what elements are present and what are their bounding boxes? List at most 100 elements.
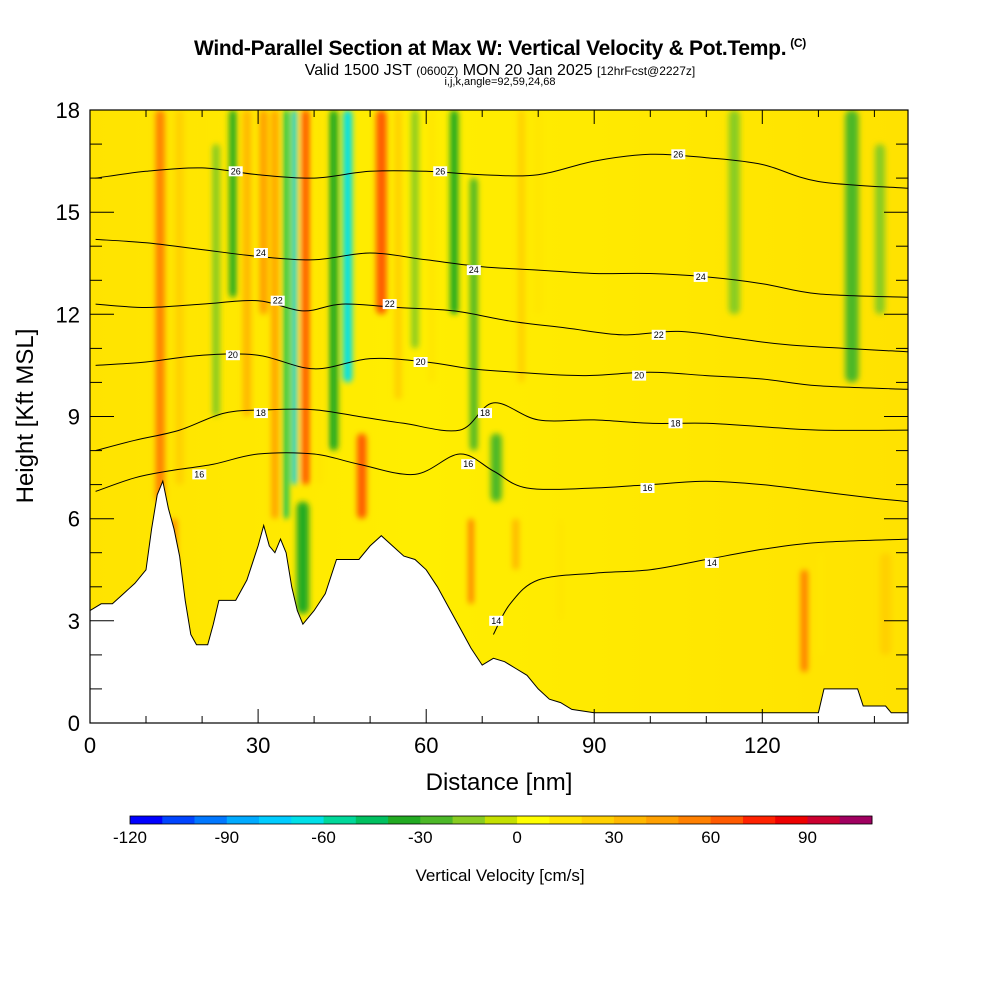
velocity-cell-24	[490, 433, 502, 502]
colorbar-swatch-15	[613, 816, 647, 824]
velocity-cell-8	[271, 110, 279, 519]
colorbar-swatch-3	[226, 816, 260, 824]
contour-label-24: 24	[469, 265, 479, 275]
colorbar-tick-label: 60	[701, 828, 720, 847]
valid-prefix: Valid 1500 JST	[304, 62, 412, 79]
chart-title: Wind-Parallel Section at Max W: Vertical…	[0, 36, 1000, 61]
contour-label-bg-2	[192, 469, 207, 480]
colorbar-swatch-17	[678, 816, 712, 824]
velocity-cell-19	[411, 110, 419, 349]
contour-label-bg-15	[466, 265, 481, 276]
contour-label-20: 20	[228, 350, 238, 360]
y-tick-label: 12	[56, 302, 80, 327]
colorbar-swatch-5	[291, 816, 325, 824]
velocity-cell-31	[817, 552, 825, 655]
colorbar-swatch-21	[807, 816, 841, 824]
colorbar-swatch-1	[162, 816, 196, 824]
x-tick-label: 90	[582, 733, 606, 758]
contour-label-bg-1	[704, 557, 719, 568]
contour-label-bg-18	[433, 166, 448, 177]
velocity-cell-14	[329, 110, 339, 451]
velocity-cell-18	[394, 110, 402, 400]
contour-label-bg-9	[413, 357, 428, 367]
theta-contour-26	[95, 153, 908, 189]
colorbar-swatch-16	[646, 816, 679, 824]
contour-label-16: 16	[194, 469, 204, 479]
velocity-cell-28	[557, 518, 564, 621]
contour-labels: 14 14 16 16 16 18 18 18 20 20 20 22 22 22 24 24 24 26 26 26	[192, 149, 719, 626]
contour-label-22: 22	[385, 299, 395, 309]
velocity-field	[155, 110, 892, 672]
contour-label-14: 14	[491, 616, 501, 626]
colorbar-swatch-14	[581, 816, 615, 824]
colorbar-swatch-10	[452, 816, 486, 824]
velocity-cell-23	[468, 518, 474, 604]
velocity-cell-10	[292, 110, 297, 485]
contour-label-14: 14	[707, 558, 717, 568]
y-tick-label: 0	[68, 711, 80, 736]
velocity-cell-0	[155, 110, 165, 502]
theta-contour-22	[95, 299, 908, 353]
colorbar: -120 -90 -60 -30 0 30 60 90	[113, 815, 873, 847]
contour-label-20: 20	[416, 357, 426, 367]
y-tick-label: 6	[68, 507, 80, 532]
valid-utc: (0600Z)	[416, 64, 459, 78]
contour-label-16: 16	[642, 483, 652, 493]
colorbar-swatch-2	[194, 816, 228, 824]
velocity-cell-26	[518, 110, 525, 383]
contour-label-bg-14	[253, 248, 268, 258]
contour-label-22: 22	[273, 296, 283, 306]
title-suffix: (C)	[790, 36, 806, 50]
colorbar-tick-label: -120	[113, 828, 147, 847]
velocity-cell-32	[845, 110, 859, 383]
contour-label-bg-13	[651, 329, 666, 340]
y-tick-label: 18	[56, 98, 80, 123]
velocity-cell-9	[283, 110, 289, 519]
valid-date: MON 20 Jan 2025	[462, 62, 593, 79]
contour-label-18: 18	[670, 418, 680, 428]
theta-contour-24	[95, 238, 908, 298]
colorbar-swatch-19	[743, 816, 776, 824]
contour-label-24: 24	[696, 272, 706, 282]
colorbar-swatch-6	[323, 816, 357, 824]
velocity-cell-16	[357, 433, 367, 519]
contour-label-bg-8	[225, 350, 240, 361]
velocity-cell-4	[212, 144, 220, 417]
velocity-cell-21	[450, 110, 459, 315]
colorbar-swatch-7	[355, 816, 389, 824]
colorbar-tick-label: -60	[311, 828, 336, 847]
x-tick-label: 30	[246, 733, 270, 758]
velocity-cell-6	[242, 110, 252, 417]
colorbar-tick-label: -90	[215, 828, 240, 847]
forecast-info: [12hrFcst@2227z]	[597, 64, 696, 78]
colorbar-tick-label: -30	[408, 828, 433, 847]
colorbar-tick-label: 90	[798, 828, 817, 847]
colorbar-swatch-20	[775, 816, 808, 824]
colorbar-tick-label: 0	[512, 828, 521, 847]
velocity-cell-30	[800, 569, 808, 672]
plot-area: 14 14 16 16 16 18 18 18 20 20 20 22 22 22 24 24 24 26 26 26	[90, 110, 908, 723]
theta-contours	[95, 153, 908, 635]
contour-label-24: 24	[256, 248, 266, 258]
contour-label-bg-19	[671, 149, 686, 160]
contour-label-18: 18	[480, 408, 490, 418]
velocity-cell-12	[296, 501, 309, 614]
contour-label-bg-16	[693, 271, 708, 282]
contour-label-bg-5	[253, 408, 268, 419]
x-tick-label: 60	[414, 733, 438, 758]
velocity-cell-15	[343, 110, 353, 383]
contour-label-22: 22	[654, 330, 664, 340]
x-tick-label: 0	[84, 733, 96, 758]
contour-label-bg-17	[228, 166, 243, 177]
contour-label-bg-4	[640, 483, 655, 493]
theta-contour-14	[492, 538, 908, 635]
y-tick-label: 3	[68, 609, 80, 634]
velocity-cell-34	[880, 552, 892, 655]
colorbar-swatch-0	[130, 816, 163, 824]
contour-label-bg-7	[668, 418, 683, 429]
valid-time-line: Valid 1500 JST (0600Z) MON 20 Jan 2025 […	[0, 62, 1000, 80]
theta-contour-18	[95, 402, 908, 452]
contour-label-bg-12	[382, 299, 397, 310]
colorbar-swatch-22	[839, 816, 873, 824]
